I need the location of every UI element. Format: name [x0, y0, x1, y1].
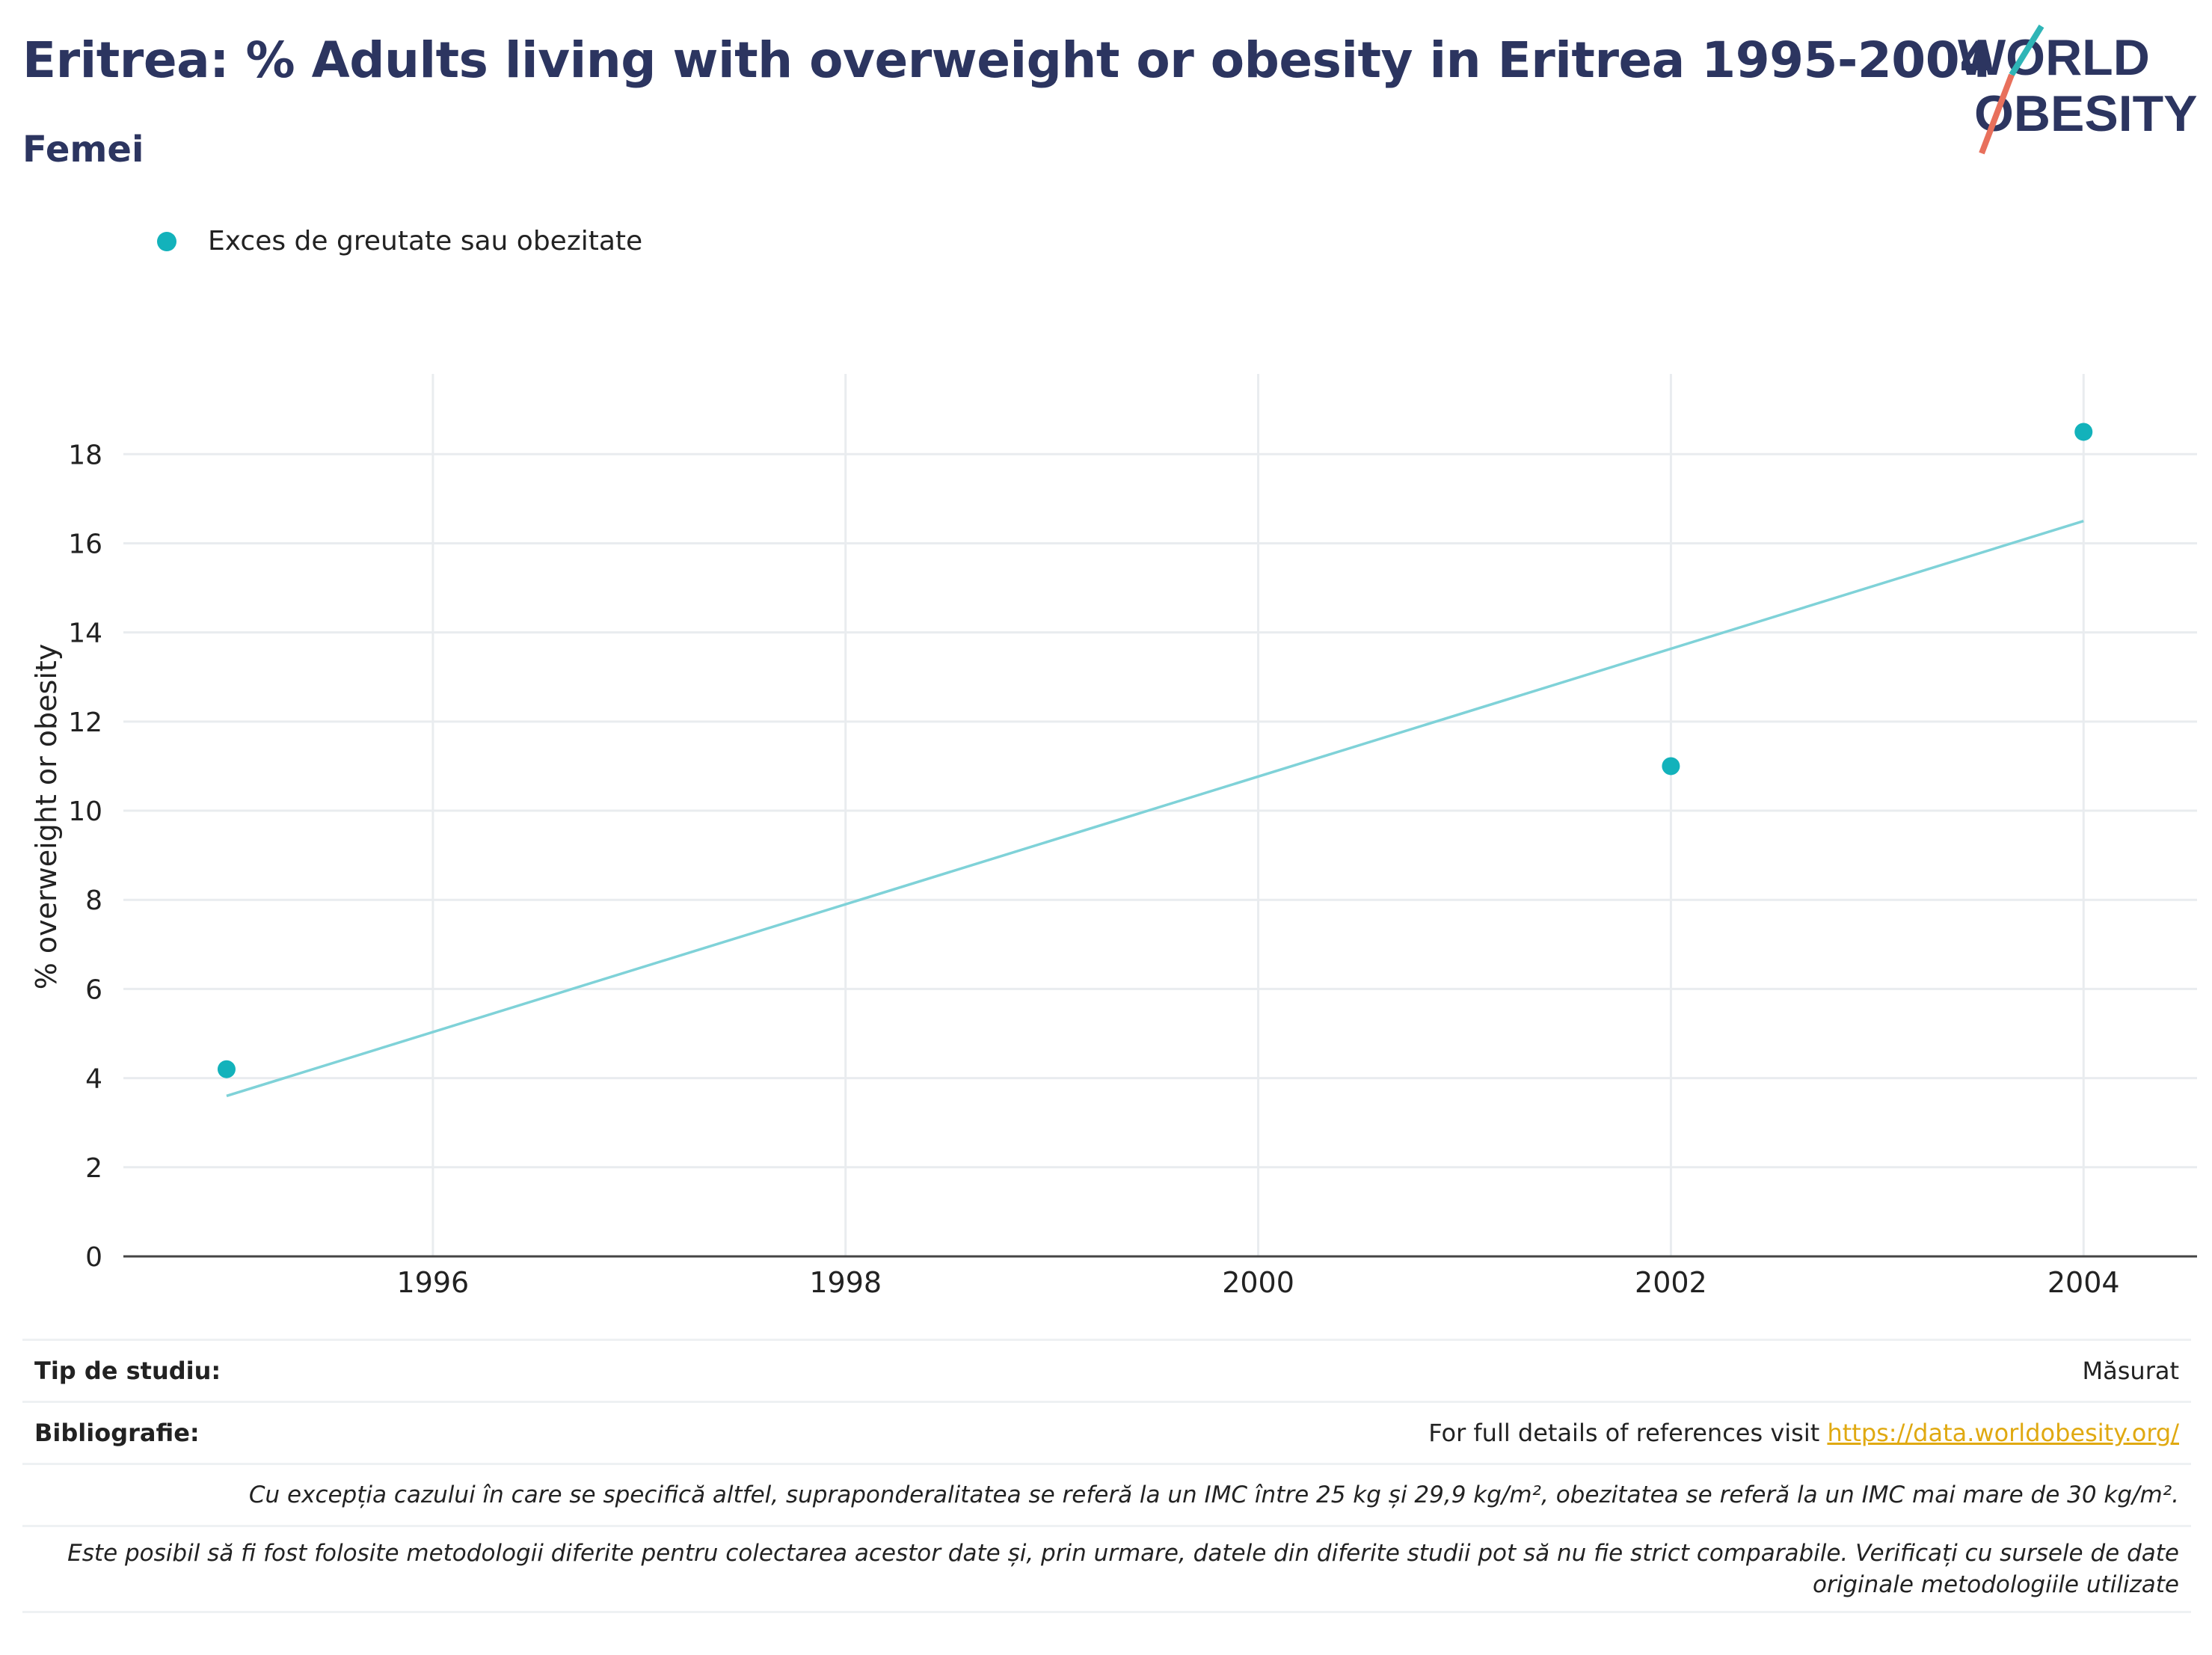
logo-line2: OBESITY [1974, 85, 2198, 142]
x-tick-label: 2000 [1222, 1266, 1294, 1299]
y-tick-label: 12 [68, 707, 102, 738]
y-tick-label: 10 [68, 796, 102, 827]
point-layer [217, 423, 2093, 1078]
methodology-note: Este posibil să fi fost folosite metodol… [67, 1540, 2179, 1598]
logo-line1: WORLD [1958, 29, 2150, 86]
divider [22, 1339, 2191, 1341]
axis-layer: 0 2 4 6 8 10 12 14 16 18 1996 1998 2000 2002 2004 [68, 440, 2197, 1299]
y-tick-label: 14 [68, 618, 102, 649]
y-axis-label: % overweight or obesity [30, 644, 63, 990]
y-tick-label: 16 [68, 529, 102, 559]
x-tick-label: 2002 [1635, 1266, 1707, 1299]
study-type-row: Tip de studiu: Măsurat [22, 1341, 2191, 1401]
y-tick-label: 2 [85, 1153, 102, 1184]
x-tick-label: 2004 [2047, 1266, 2120, 1299]
divider [22, 1525, 2191, 1527]
world-obesity-logo: WORLD OBESITY [1958, 24, 2198, 155]
trend-layer [226, 519, 2084, 1098]
page-subtitle: Femei [22, 129, 144, 171]
bibliography-link[interactable]: https://data.worldobesity.org/ [1827, 1419, 2179, 1447]
info-table: Tip de studiu: Măsurat Bibliografie: For… [22, 1339, 2191, 1613]
divider [22, 1463, 2191, 1465]
data-point[interactable] [217, 1060, 236, 1078]
y-tick-label: 0 [85, 1242, 102, 1273]
page-title: Eritrea: % Adults living with overweight… [22, 31, 1994, 89]
y-tick-label: 8 [85, 885, 102, 916]
legend-marker-icon [157, 231, 176, 251]
data-point[interactable] [1662, 757, 1680, 776]
trend-line [226, 519, 2084, 1098]
grid-layer [123, 374, 2197, 1256]
chart-legend[interactable]: Exces de greutate sau obezitate [157, 226, 642, 257]
bmi-definition-note: Cu excepția cazului în care se specifică… [248, 1481, 2179, 1508]
chart: 0 2 4 6 8 10 12 14 16 18 1996 1998 2000 2002 2004 % ov… [30, 374, 2197, 1299]
bibliography-label: Bibliografie: [34, 1419, 200, 1447]
legend-label: Exces de greutate sau obezitate [208, 226, 643, 257]
x-tick-label: 1996 [397, 1266, 470, 1299]
bibliography-row: Bibliografie: For full details of refere… [22, 1403, 2191, 1463]
study-type-value: Măsurat [2082, 1357, 2179, 1385]
y-tick-label: 6 [85, 974, 102, 1005]
study-type-label: Tip de studiu: [34, 1357, 221, 1385]
y-tick-label: 18 [68, 440, 102, 470]
logo-slash-teal [2009, 24, 2044, 77]
x-tick-label: 1998 [809, 1266, 882, 1299]
bibliography-value: For full details of references visit htt… [1428, 1419, 2179, 1447]
y-tick-label: 4 [85, 1064, 102, 1095]
data-point[interactable] [2074, 423, 2093, 441]
divider [22, 1611, 2191, 1613]
divider [22, 1401, 2191, 1403]
logo-slash-coral [1979, 73, 2015, 155]
bibliography-text: For full details of references visit [1428, 1419, 1820, 1447]
